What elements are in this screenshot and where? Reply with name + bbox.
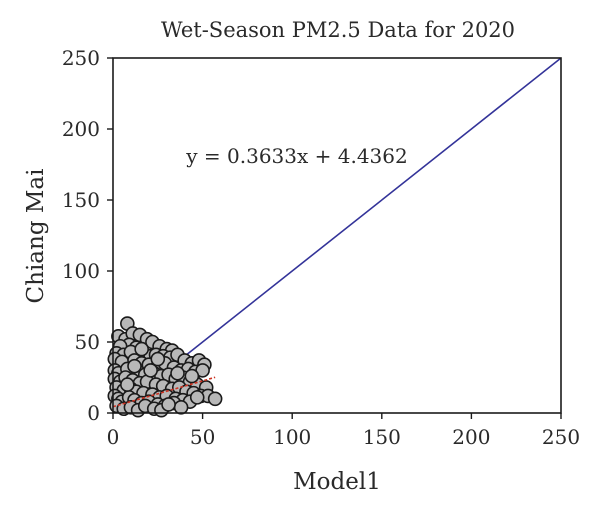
regression-equation: y = 0.3633x + 4.4362 — [185, 144, 407, 168]
regression-line — [112, 376, 216, 408]
plot-frame — [112, 57, 562, 414]
y-tick-label: 200 — [62, 117, 100, 141]
x-tick-label: 100 — [273, 425, 311, 449]
data-point — [143, 363, 158, 378]
data-point — [127, 358, 142, 374]
data-point — [189, 390, 205, 405]
y-tick-label: 0 — [87, 401, 100, 425]
plot-marks — [107, 57, 562, 418]
axis-ticks: 0 50 100 150 200 250 0 50 100 150 200 250 — [62, 46, 580, 449]
data-point — [150, 351, 166, 367]
y-tick-label: 250 — [62, 46, 100, 70]
x-tick-label: 50 — [190, 425, 215, 449]
x-tick-label: 250 — [542, 425, 580, 449]
data-point — [134, 341, 149, 357]
x-tick-label: 0 — [107, 425, 120, 449]
x-tick-label: 200 — [452, 425, 490, 449]
data-point — [173, 400, 189, 415]
y-axis-title: Chiang Mai — [23, 169, 49, 304]
x-tick-label: 150 — [363, 425, 401, 449]
data-point — [120, 377, 135, 392]
data-point — [161, 397, 176, 412]
x-axis-title: Model1 — [293, 469, 381, 495]
data-point — [207, 391, 223, 407]
y-tick-label: 50 — [75, 330, 100, 354]
y-tick-label: 150 — [62, 188, 100, 212]
data-point — [184, 368, 200, 384]
chart-title: Wet-Season PM2.5 Data for 2020 — [161, 18, 515, 42]
data-point — [170, 365, 185, 381]
y-tick-label: 100 — [62, 259, 100, 283]
